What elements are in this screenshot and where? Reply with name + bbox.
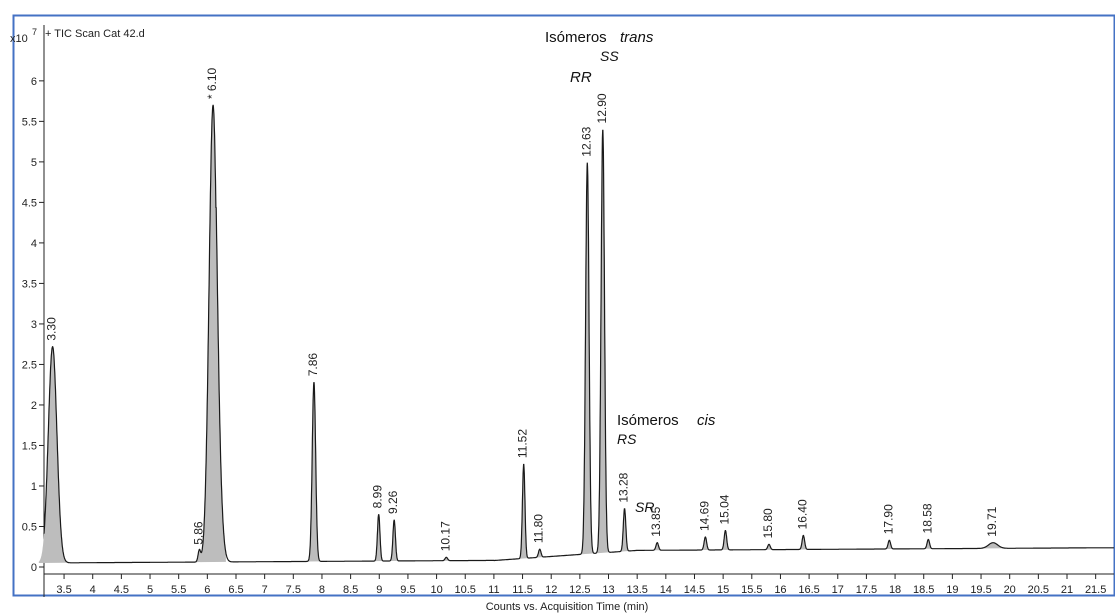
- peak-label: 9.26: [386, 490, 400, 514]
- y-tick-label: 2: [31, 400, 37, 412]
- x-axis-label: Counts vs. Acquisition Time (min): [486, 601, 649, 613]
- peak-label: 11.80: [532, 514, 546, 543]
- x-tick-label: 13.5: [626, 584, 647, 596]
- peak-label: 15.04: [717, 494, 731, 524]
- y-tick-label: 2.5: [22, 359, 37, 371]
- x-tick-label: 21.5: [1085, 584, 1106, 596]
- x-tick-label: 12.5: [569, 584, 590, 596]
- peak-label: 10.17: [438, 521, 452, 551]
- x-tick-label: 17: [832, 584, 844, 596]
- x-tick-label: 20.5: [1028, 584, 1049, 596]
- x-tick-label: 5.5: [171, 584, 186, 596]
- x-tick-label: 4.5: [114, 584, 129, 596]
- annotation-sr: SR: [635, 499, 654, 515]
- chart-frame: [12, 14, 1115, 597]
- y-tick-label: 1: [31, 481, 37, 493]
- annotation-ss: SS: [600, 48, 619, 64]
- peak-label: 7.86: [306, 353, 320, 377]
- peak-labels: 3.30 5.86 * 6.10 7.86 8.99 9.26 10.17 11.52 11.8…: [45, 67, 999, 551]
- x-tick-label: 18.5: [913, 584, 934, 596]
- peak-label: 12.90: [595, 93, 609, 123]
- x-tick-label: 16.5: [798, 584, 819, 596]
- x-tick-label: 5: [147, 584, 153, 596]
- x-tick-label: 21: [1061, 584, 1073, 596]
- peak-label: 17.90: [881, 504, 895, 534]
- y-tick-label: 6: [31, 76, 37, 88]
- x-tick-label: 19: [946, 584, 958, 596]
- annotation-trans-word: trans: [620, 29, 654, 46]
- x-tick-label: 14.5: [684, 584, 705, 596]
- x-tick-label: 8: [319, 584, 325, 596]
- annotation-cis-word: cis: [697, 412, 716, 429]
- plot-area: [38, 104, 1114, 564]
- x-tick-label: 17.5: [856, 584, 877, 596]
- annotation-rr: RR: [570, 69, 592, 86]
- x-tick-label: 6: [204, 584, 210, 596]
- x-tick-label: 15.5: [741, 584, 762, 596]
- annotation-cis-title: Isómeros: [617, 412, 679, 429]
- x-tick-label: 20: [1004, 584, 1016, 596]
- x-tick-label: 10: [430, 584, 442, 596]
- x-tick-label: 11: [488, 584, 499, 596]
- y-tick-label: 5: [31, 157, 37, 169]
- x-tick-label: 9.5: [400, 584, 415, 596]
- peak-label: 15.80: [761, 508, 775, 538]
- x-tick-label: 18: [889, 584, 901, 596]
- tic-trace: [43, 104, 1114, 564]
- peak-area: [38, 346, 67, 563]
- x-tick-label: 14: [660, 584, 672, 596]
- peak-label: 19.71: [985, 506, 999, 536]
- y-scale-exponent: 7: [32, 27, 37, 37]
- y-tick-label: 4: [31, 238, 37, 250]
- x-tick-label: 11.5: [512, 584, 533, 596]
- y-tick-label: 1.5: [22, 440, 37, 452]
- peak-label: 12.63: [579, 126, 593, 156]
- peak-label: 13.85: [649, 506, 663, 536]
- peak-label: 13.28: [617, 472, 631, 502]
- x-axis: 3.5 4 4.5 5 5.5 6 6.5 7 7.5 8 8.5 9 9.5 10 10.5 11 11.5 1…: [44, 573, 1114, 596]
- x-tick-label: 4: [90, 584, 96, 596]
- y-tick-label: 4.5: [22, 197, 37, 209]
- peak-label: 5.86: [191, 521, 205, 545]
- annotation-rs: RS: [617, 431, 637, 447]
- x-tick-label: 10.5: [455, 584, 476, 596]
- annotation-trans-title: Isómeros: [545, 29, 607, 46]
- y-tick-label: 0.5: [22, 521, 37, 533]
- peak-label: * 6.10: [205, 67, 219, 99]
- x-tick-label: 9: [376, 584, 382, 596]
- x-tick-label: 15: [717, 584, 729, 596]
- peak-label: 14.69: [697, 501, 711, 531]
- peak-label: 18.58: [920, 503, 934, 533]
- x-tick-label: 7: [262, 584, 268, 596]
- peak-label: 8.99: [371, 485, 385, 509]
- y-tick-label: 3.5: [22, 278, 37, 290]
- x-tick-label: 12: [545, 584, 557, 596]
- x-tick-label: 8.5: [343, 584, 358, 596]
- x-tick-label: 3.5: [56, 584, 71, 596]
- y-tick-label: 0: [31, 562, 37, 574]
- x-tick-label: 19.5: [970, 584, 991, 596]
- peak-label: 3.30: [45, 317, 59, 341]
- peak-label: 16.40: [795, 499, 809, 529]
- x-tick-label: 7.5: [286, 584, 301, 596]
- y-tick-label: 3: [31, 319, 37, 331]
- y-tick-label: 5.5: [22, 116, 37, 128]
- chart-title: + TIC Scan Cat 42.d: [45, 28, 145, 40]
- x-tick-label: 16: [774, 584, 786, 596]
- x-tick-label: 6.5: [228, 584, 243, 596]
- y-scale-label: x10: [10, 33, 28, 45]
- peak-label: 11.52: [516, 429, 530, 458]
- x-tick-label: 13: [602, 584, 614, 596]
- y-axis: 0 0.5 1 1.5 2 2.5 3 3.5 4 4.5 5 5.5 6: [22, 25, 45, 597]
